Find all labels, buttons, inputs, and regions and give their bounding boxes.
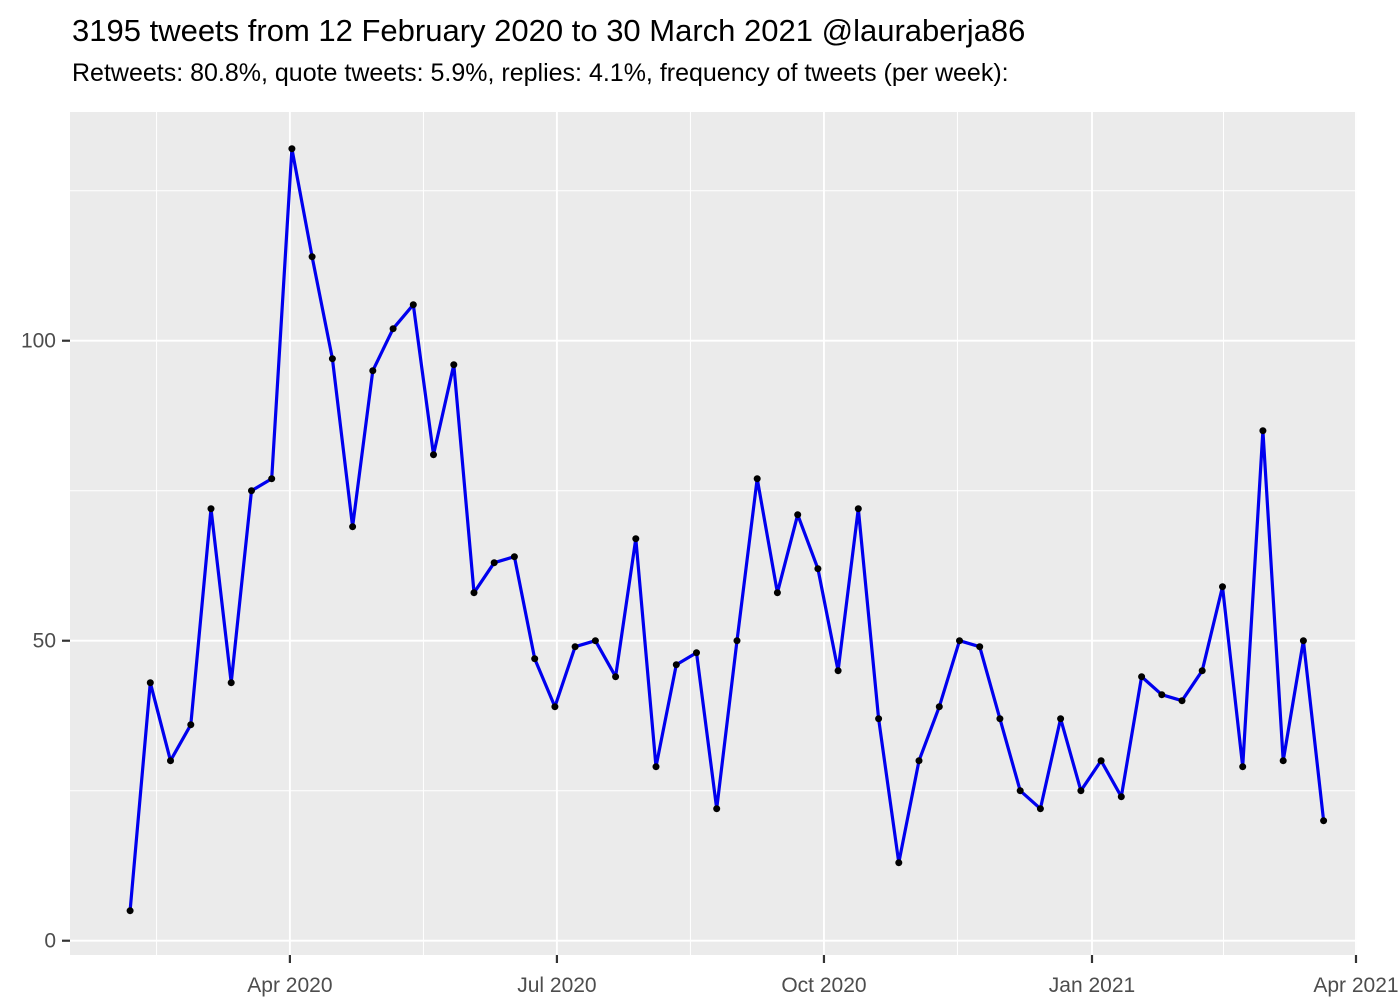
data-point-2020-02-16 xyxy=(146,679,154,687)
data-point-2020-06-21 xyxy=(510,553,518,561)
data-point-2020-04-19 xyxy=(328,355,336,363)
data-point-2021-01-31 xyxy=(1158,691,1166,699)
data-point-2020-04-05 xyxy=(288,145,296,153)
data-point-2021-02-21 xyxy=(1219,583,1226,591)
x-tick-label: Jul 2020 xyxy=(517,974,596,997)
data-point-2021-02-14 xyxy=(1198,667,1206,675)
x-tick-label: Apr 2021 xyxy=(1313,974,1398,997)
data-point-2020-06-14 xyxy=(490,559,498,567)
data-point-2020-12-13 xyxy=(1016,787,1024,795)
data-point-2020-11-29 xyxy=(976,643,984,651)
data-point-2020-08-23 xyxy=(693,649,700,657)
data-point-2021-03-07 xyxy=(1259,427,1267,435)
data-point-2020-08-30 xyxy=(713,805,721,813)
data-point-2020-11-08 xyxy=(915,757,923,765)
data-point-2021-01-03 xyxy=(1077,787,1085,795)
data-point-2021-02-07 xyxy=(1178,697,1186,705)
data-point-2021-03-28 xyxy=(1320,817,1328,825)
data-point-2020-06-07 xyxy=(470,589,478,597)
data-point-2020-02-09 xyxy=(126,907,134,915)
x-tick-label: Jan 2021 xyxy=(1049,974,1135,997)
data-point-2020-09-27 xyxy=(794,511,802,519)
data-point-2021-02-28 xyxy=(1239,763,1247,771)
data-point-2020-12-27 xyxy=(1057,715,1065,723)
data-point-2021-03-14 xyxy=(1279,757,1287,765)
data-point-2020-09-06 xyxy=(733,637,741,645)
data-point-2020-11-15 xyxy=(935,703,943,711)
data-point-2021-01-10 xyxy=(1097,757,1105,765)
data-point-2020-03-08 xyxy=(207,505,215,513)
data-point-2020-07-05 xyxy=(551,703,559,711)
data-point-2020-03-29 xyxy=(268,475,276,483)
data-point-2020-08-09 xyxy=(652,763,660,771)
data-point-2020-12-20 xyxy=(1036,805,1044,813)
chart-title: 3195 tweets from 12 February 2020 to 30 … xyxy=(72,13,1026,48)
data-point-2020-05-10 xyxy=(389,325,397,333)
data-point-2020-03-22 xyxy=(248,487,255,495)
data-point-2021-01-24 xyxy=(1138,673,1146,681)
data-point-2020-06-28 xyxy=(531,655,539,663)
y-tick-label: 100 xyxy=(21,330,56,353)
x-tick-label: Oct 2020 xyxy=(781,974,866,997)
data-point-2020-07-12 xyxy=(571,643,579,651)
data-point-2020-04-12 xyxy=(308,253,316,261)
data-point-2020-11-01 xyxy=(895,859,903,867)
data-point-2021-03-21 xyxy=(1299,637,1307,645)
data-point-2020-10-11 xyxy=(834,667,842,675)
data-point-2020-04-26 xyxy=(349,523,357,531)
data-point-2020-05-24 xyxy=(430,451,437,459)
data-point-2020-07-26 xyxy=(612,673,620,681)
data-point-2020-10-04 xyxy=(814,565,822,573)
data-point-2020-03-15 xyxy=(227,679,235,687)
y-tick-label: 0 xyxy=(44,930,56,953)
x-tick-label: Apr 2020 xyxy=(247,974,332,997)
chart-subtitle: Retweets: 80.8%, quote tweets: 5.9%, rep… xyxy=(72,59,1009,87)
data-point-2020-09-20 xyxy=(773,589,781,597)
tweet-frequency-line xyxy=(128,147,1326,913)
data-point-2020-05-17 xyxy=(409,301,417,309)
data-point-2020-08-02 xyxy=(632,535,640,543)
plot-panel xyxy=(70,112,1357,955)
data-point-2020-10-18 xyxy=(854,505,862,513)
data-point-2020-11-22 xyxy=(956,637,963,645)
data-point-2020-07-19 xyxy=(591,637,599,645)
data-point-2020-03-01 xyxy=(187,721,195,729)
data-point-2020-05-03 xyxy=(369,367,377,375)
data-point-2020-08-16 xyxy=(672,661,680,669)
data-point-2020-02-23 xyxy=(167,757,174,765)
data-point-2021-01-17 xyxy=(1117,793,1125,801)
data-point-2020-12-06 xyxy=(996,715,1004,723)
data-point-2020-09-13 xyxy=(753,475,761,483)
data-point-2020-10-25 xyxy=(875,715,883,723)
data-point-2020-05-31 xyxy=(450,361,458,369)
y-tick-label: 50 xyxy=(33,630,56,653)
